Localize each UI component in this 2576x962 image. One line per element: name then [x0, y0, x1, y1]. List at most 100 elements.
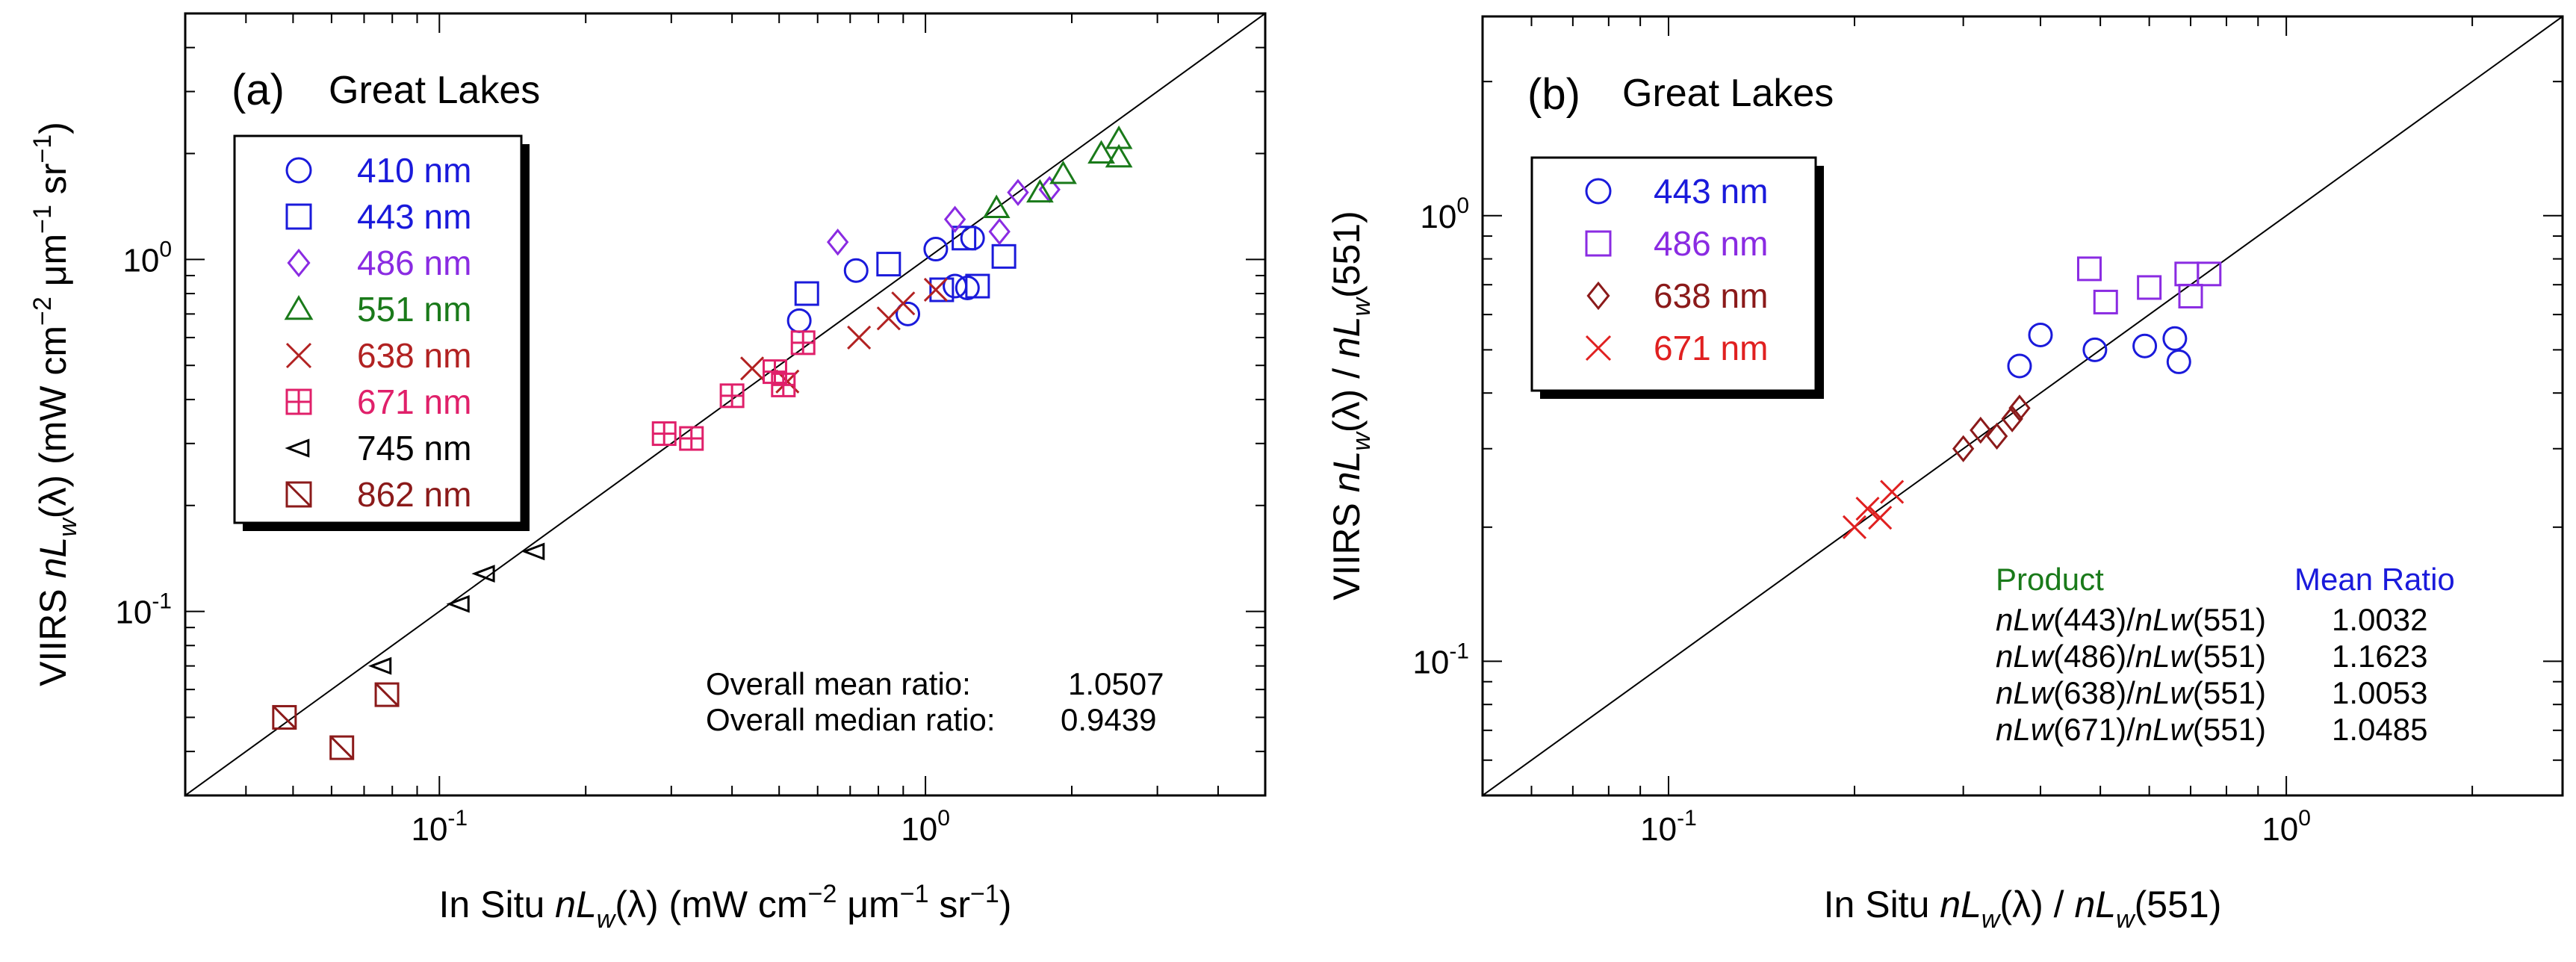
legend-marker [285, 342, 312, 369]
data-point [876, 252, 901, 277]
y-tick-label: 10-1 [1412, 639, 1469, 680]
data-point [2178, 283, 2203, 308]
data-point [794, 281, 819, 306]
legend-label: 671 nm [357, 382, 471, 421]
table-row-ratio: 1.1623 [2332, 639, 2427, 674]
mean-ratio-label: Overall mean ratio: [706, 666, 971, 701]
data-point [2008, 394, 2031, 422]
legend-box-a [233, 134, 523, 524]
data-point [521, 542, 545, 561]
table-row-ratio: 1.0485 [2332, 712, 2427, 747]
legend-label: 486 nm [357, 243, 471, 282]
legend-a: 410 nm 443 nm 486 nm 551 nm 638 nm 671 nm 745 … [284, 151, 471, 514]
data-point [651, 421, 677, 447]
legend-label: 745 nm [357, 429, 471, 468]
axis-ticks-a [184, 13, 1266, 796]
data-point [2007, 353, 2032, 379]
data-point [2082, 337, 2108, 362]
data-point [272, 704, 297, 730]
panel-b: 10-1 100 10-1 100 (b) Great Lakes 443 nm 486… [1326, 15, 2564, 934]
x-tick-label: 100 [2262, 806, 2311, 848]
series-551-nm [982, 125, 1133, 219]
median-ratio-label: Overall median ratio: [706, 702, 996, 737]
panel-label-b: (b) [1527, 70, 1580, 119]
table-row-ratio: 1.0032 [2332, 602, 2427, 637]
data-point [923, 237, 949, 262]
axis-ticks-b [1482, 16, 2563, 796]
data-point [1049, 160, 1077, 184]
data-point [1087, 140, 1115, 164]
data-point [2028, 322, 2053, 347]
data-point [1970, 416, 1992, 444]
title-b: Great Lakes [1622, 72, 1834, 115]
data-point [2162, 326, 2188, 351]
data-point [929, 277, 955, 302]
data-point [2137, 275, 2162, 300]
table-row-product: nLw(486)/nLw(551) [1996, 639, 2266, 674]
table-row-product: nLw(638)/nLw(551) [1996, 675, 2266, 710]
table-row-product: nLw(671)/nLw(551) [1996, 712, 2266, 747]
series-745-nm [368, 542, 545, 675]
series-486-nm [2076, 256, 2222, 314]
table-row-product: nLw(443)/nLw(551) [1996, 602, 2266, 637]
legend-label: 443 nm [357, 197, 471, 236]
legend-marker [287, 248, 311, 278]
y-tick-label: 10-1 [115, 589, 172, 631]
legend-marker [285, 203, 312, 230]
data-point [826, 229, 849, 256]
data-point [762, 359, 787, 385]
legend-label: 638 nm [1654, 276, 1768, 315]
data-point [843, 258, 869, 283]
data-point [952, 226, 977, 251]
data-point [374, 682, 400, 707]
data-point [1105, 125, 1133, 149]
data-point [1842, 515, 1867, 539]
legend-marker [1585, 178, 1612, 205]
legend-marker [285, 481, 312, 508]
data-point [943, 205, 966, 233]
y-axis-label-b: VIIRS nLw(λ) / nLw(551) [1326, 211, 1376, 601]
series-638-nm [1952, 394, 2031, 462]
legend-b: 443 nm 486 nm 638 nm 671 nm [1585, 172, 1768, 367]
data-point [2197, 261, 2222, 287]
data-point [1952, 435, 1975, 462]
series-671-nm [1842, 480, 1905, 539]
data-point [991, 243, 1017, 269]
legend-marker [285, 157, 312, 184]
panel-a: 10-1 100 10-1 100 (a) Great Lakes 410 nm 443… [28, 12, 1267, 934]
x-tick-label: 10-1 [1640, 806, 1697, 848]
series-671-nm [651, 330, 816, 451]
x-tick-label: 100 [901, 806, 950, 848]
table-header-product: Product [1996, 562, 2104, 597]
data-point [847, 325, 872, 350]
data-point [771, 372, 796, 397]
legend-marker [1585, 230, 1612, 257]
x-axis-label-b: In Situ nLw(λ) / nLw(551) [1824, 884, 2222, 934]
y-tick-label: 100 [1420, 193, 1469, 235]
data-point [1985, 422, 2008, 450]
data-point [923, 277, 948, 302]
x-tick-label: 10-1 [411, 806, 468, 848]
data-point [1105, 143, 1133, 168]
legend-label: 671 nm [1654, 329, 1768, 367]
data-point [2132, 333, 2158, 359]
legend-label: 551 nm [357, 290, 471, 329]
legend-marker [284, 295, 314, 320]
series-486-nm [826, 176, 1061, 256]
median-ratio-value: 0.9439 [1061, 702, 1156, 737]
data-point [1026, 179, 1054, 203]
tick-labels-a: 10-1 100 10-1 100 [115, 237, 950, 848]
series-862-nm [272, 682, 400, 760]
legend-label: 443 nm [1654, 172, 1768, 211]
table-header-ratio: Mean Ratio [2294, 562, 2455, 597]
data-point [679, 426, 704, 451]
x-axis-label-a: In Situ nLw(λ) (mW cm−2 μm−1 sr−1) [439, 880, 1012, 934]
data-point [471, 565, 495, 583]
data-point [790, 330, 816, 356]
table-row-ratio: 1.0053 [2332, 675, 2427, 710]
legend-label: 486 nm [1654, 224, 1768, 263]
data-point [1007, 179, 1029, 206]
data-point [965, 273, 990, 299]
legend-label: 410 nm [357, 151, 471, 190]
